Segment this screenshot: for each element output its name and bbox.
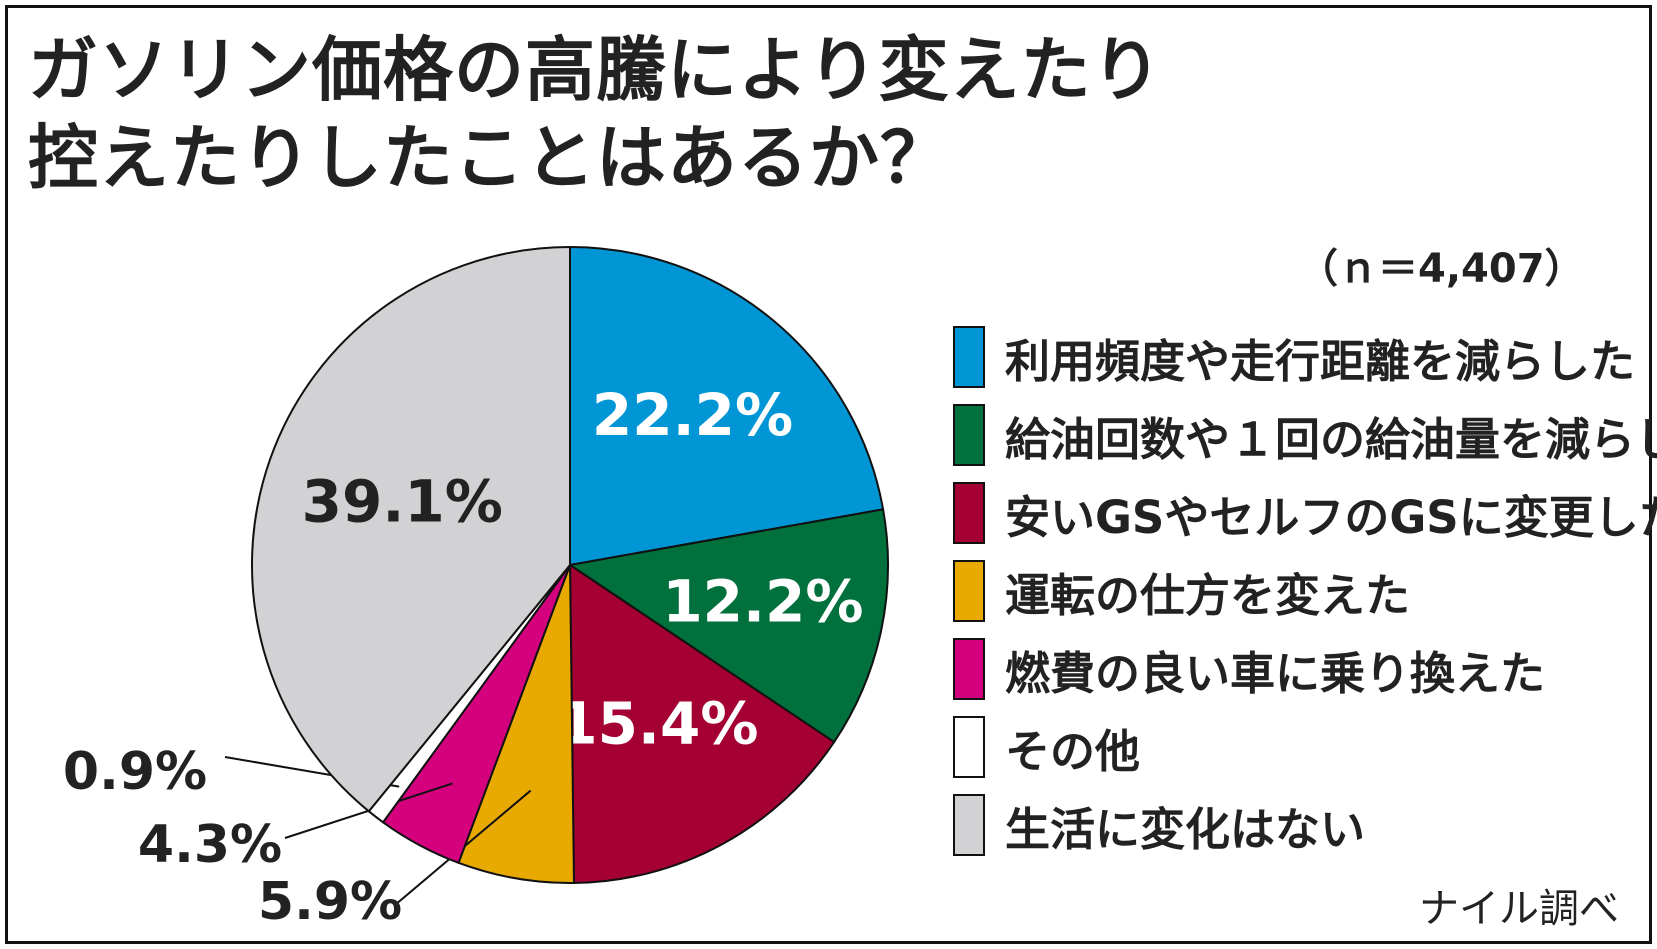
legend-swatch-0 [953,326,985,388]
data-label-4: 4.3% [138,815,282,875]
legend-swatch-1 [953,404,985,466]
legend-item-0: 利用頻度や走行距離を減らした [953,318,1657,396]
data-label-0: 22.2% [592,381,793,449]
chart-title-line-2: 控えたりしたことはあるか？ [28,117,951,199]
legend-label-3: 運転の仕方を変えた [1005,568,1411,622]
legend-label-0: 利用頻度や走行距離を減らした [1005,334,1636,388]
data-label-5: 0.9% [63,742,207,802]
legend-item-6: 生活に変化はない [953,786,1657,864]
legend-label-6: 生活に変化はない [1005,802,1366,856]
data-label-2: 15.4% [557,689,758,757]
legend-item-1: 給油回数や１回の給油量を減らした [953,396,1657,474]
legend-label-5: その他 [1005,724,1141,778]
legend-item-3: 運転の仕方を変えた [953,552,1657,630]
legend-swatch-2 [953,482,985,544]
legend-swatch-4 [953,638,985,700]
chart-title: ガソリン価格の高騰により変えたり 控えたりしたことはあるか？ [28,26,1163,202]
source-note: ナイル調べ [1419,886,1619,932]
legend-label-1: 給油回数や１回の給油量を減らした [1005,412,1657,466]
pie-slice-6 [251,245,571,813]
chart-legend: 利用頻度や走行距離を減らした 給油回数や１回の給油量を減らした 安いGSやセルフのG… [953,318,1657,864]
legend-swatch-3 [953,560,985,622]
data-label-6: 39.1% [302,467,503,535]
legend-item-4: 燃費の良い車に乗り換えた [953,630,1657,708]
sample-size: （ｎ＝4,407） [1298,246,1585,292]
legend-item-5: その他 [953,708,1657,786]
pie-slice-2 [568,563,836,884]
legend-item-2: 安いGSやセルフのGSに変更した [953,474,1657,552]
data-label-1: 12.2% [662,568,863,636]
legend-label-4: 燃費の良い車に乗り換えた [1005,646,1546,700]
data-label-3: 5.9% [258,872,402,932]
legend-swatch-6 [953,794,985,856]
pie-slice-1 [567,508,889,744]
legend-swatch-5 [953,716,985,778]
pie-slice-0 [569,245,885,567]
legend-label-2: 安いGSやセルフのGSに変更した [1005,490,1657,544]
chart-title-line-1: ガソリン価格の高騰により変えたり [28,29,1163,111]
